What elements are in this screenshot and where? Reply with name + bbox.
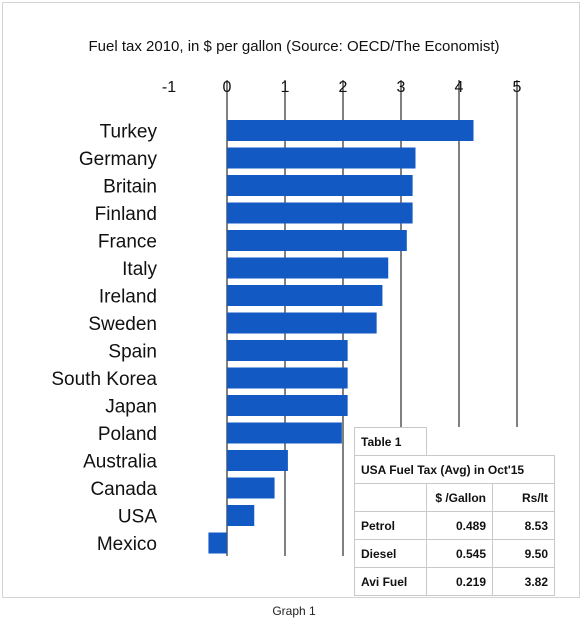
table-row: Petrol 0.489 8.53 [354,511,555,540]
table-title: Table 1 [354,427,427,456]
category-label: Turkey [100,122,158,143]
bar-italy [227,257,389,279]
bar-turkey [227,120,474,141]
x-tick-label: 0 [223,79,232,96]
col-header-rs-per-litre: Rs/lt [492,483,555,512]
row-usd-value: 0.545 [426,539,493,568]
fuel-tax-chart: Fuel tax 2010, in $ per gallon (Source: … [51,38,522,556]
chart-title: Fuel tax 2010, in $ per gallon (Source: … [88,38,499,55]
category-label: South Korea [51,369,157,390]
x-tick-label: 1 [281,79,290,96]
category-label: Australia [83,452,157,473]
bar-ireland [227,285,383,306]
row-rs-value: 9.50 [492,539,555,568]
bar-mexico [208,532,227,554]
category-label: Sweden [88,314,157,335]
bar-spain [227,340,348,361]
category-label: Finland [95,204,157,225]
row-rs-value: 8.53 [492,511,555,540]
bar-poland [227,422,342,444]
category-label: Spain [108,342,157,363]
x-tick-label: 3 [397,79,406,96]
row-label: Avi Fuel [354,567,427,596]
row-rs-value: 3.82 [492,567,555,596]
bar-canada [227,477,275,499]
bar-south-korea [227,367,348,389]
x-tick-label: 2 [339,79,348,96]
row-label: Petrol [354,511,427,540]
row-usd-value: 0.219 [426,567,493,596]
category-label: Poland [98,424,157,445]
category-label: Ireland [99,287,157,308]
bar-finland [227,202,413,224]
category-label: Britain [103,177,157,198]
x-tick-labels: -1 0 1 2 3 4 5 [162,79,522,96]
x-tick-label: 5 [513,79,522,96]
category-label: Mexico [97,534,157,555]
bar-france [227,230,407,251]
category-label: Germany [79,149,158,170]
category-label: USA [118,507,157,528]
table-heading: USA Fuel Tax (Avg) in Oct'15 [354,455,555,484]
bar-germany [227,147,416,169]
category-label: Canada [90,479,157,500]
table-row: Diesel 0.545 9.50 [354,539,555,568]
category-label: France [98,232,157,253]
bar-japan [227,395,348,416]
category-label: Italy [122,259,157,280]
bar-britain [227,175,413,196]
x-tick-label: -1 [162,79,176,96]
bar-usa [227,505,255,526]
bar-sweden [227,312,377,334]
row-usd-value: 0.489 [426,511,493,540]
bar-australia [227,450,288,471]
category-labels: Turkey Germany Britain Finland France Italy Ir… [51,122,157,556]
bars [208,120,474,554]
x-tick-label: 4 [455,79,464,96]
table-row: Avi Fuel 0.219 3.82 [354,567,555,596]
col-header-usd-per-gallon: $ /Gallon [426,483,493,512]
usa-fuel-tax-table: Table 1 USA Fuel Tax (Avg) in Oct'15 $ /… [354,427,555,596]
row-label: Diesel [354,539,427,568]
table-corner-cell [354,483,427,512]
table-title-spacer [426,427,555,456]
category-label: Japan [105,397,157,418]
graph-caption: Graph 1 [272,604,316,618]
